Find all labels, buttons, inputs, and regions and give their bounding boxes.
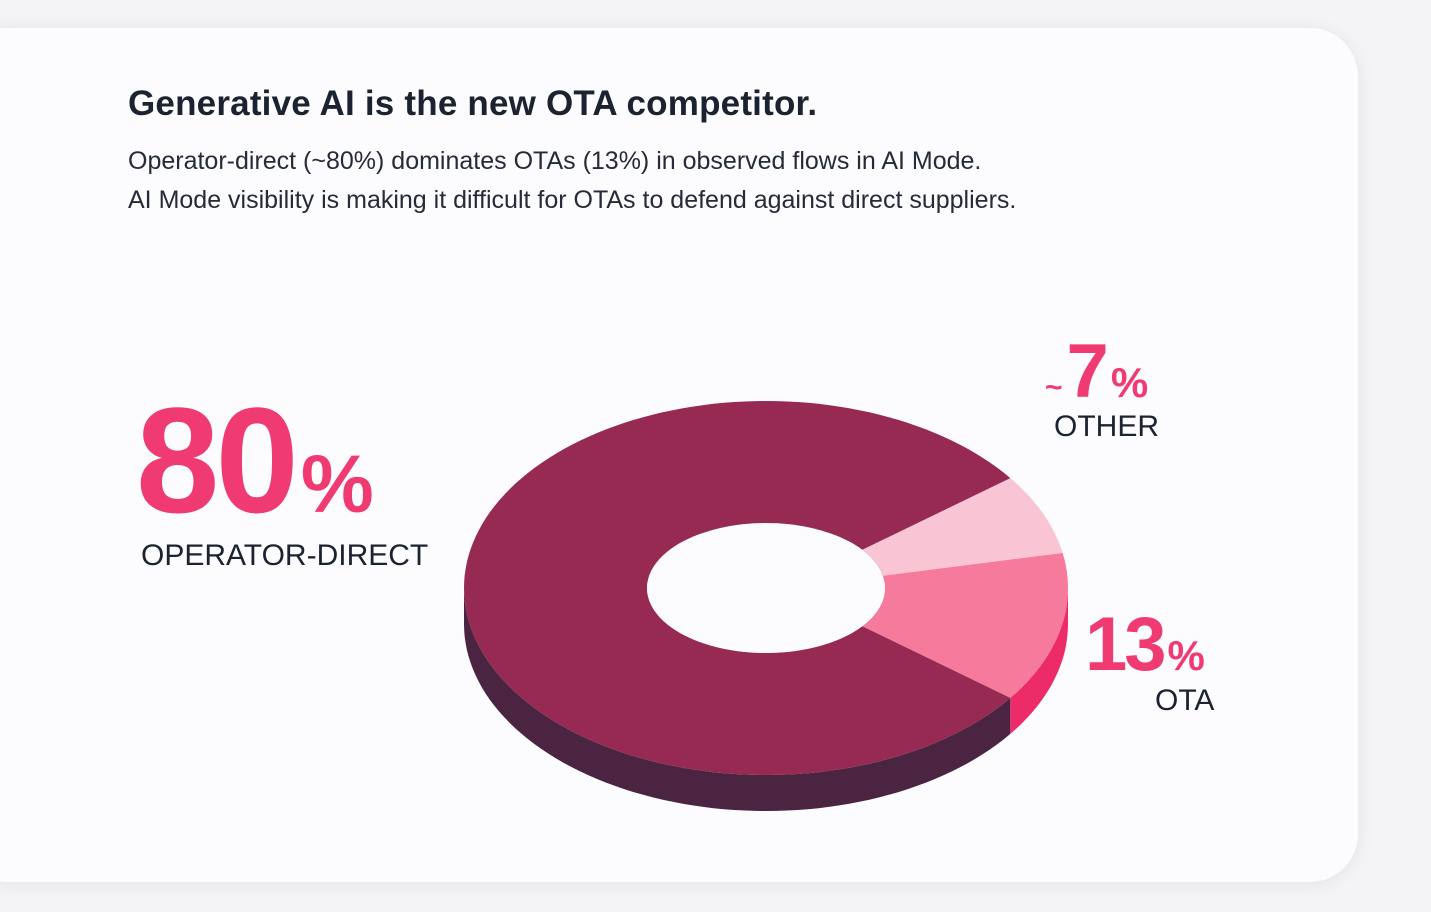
subtitle-line-2: AI Mode visibility is making it difficul… xyxy=(128,186,1017,214)
ota-label: OTA xyxy=(1155,684,1214,717)
donut-slice-operator-direct xyxy=(464,401,1011,775)
other-percent: % xyxy=(1111,359,1148,406)
donut-side-group xyxy=(464,588,1068,811)
operator-direct-value: 80% xyxy=(136,376,372,544)
donut-side-ota xyxy=(1010,588,1068,734)
donut-hole xyxy=(647,523,885,653)
subtitle-line-1: Operator-direct (~80%) dominates OTAs (1… xyxy=(128,147,982,175)
page-title: Generative AI is the new OTA competitor. xyxy=(128,84,818,123)
donut-slice-other xyxy=(862,478,1063,576)
donut-slice-ota xyxy=(862,553,1068,698)
operator-direct-percent: % xyxy=(301,439,372,530)
other-value: ~7% xyxy=(1045,329,1148,414)
other-label: OTHER xyxy=(1054,410,1159,443)
operator-direct-label: OPERATOR-DIRECT xyxy=(141,539,428,572)
ota-percent: % xyxy=(1168,632,1205,679)
other-prefix: ~ xyxy=(1045,371,1063,404)
other-number: 7 xyxy=(1067,329,1109,414)
donut-top-group xyxy=(464,401,1068,775)
ota-value: 13% xyxy=(1085,602,1205,687)
operator-direct-number: 80 xyxy=(136,376,295,544)
donut-side-operator-direct xyxy=(464,588,1011,811)
ota-number: 13 xyxy=(1085,602,1164,687)
